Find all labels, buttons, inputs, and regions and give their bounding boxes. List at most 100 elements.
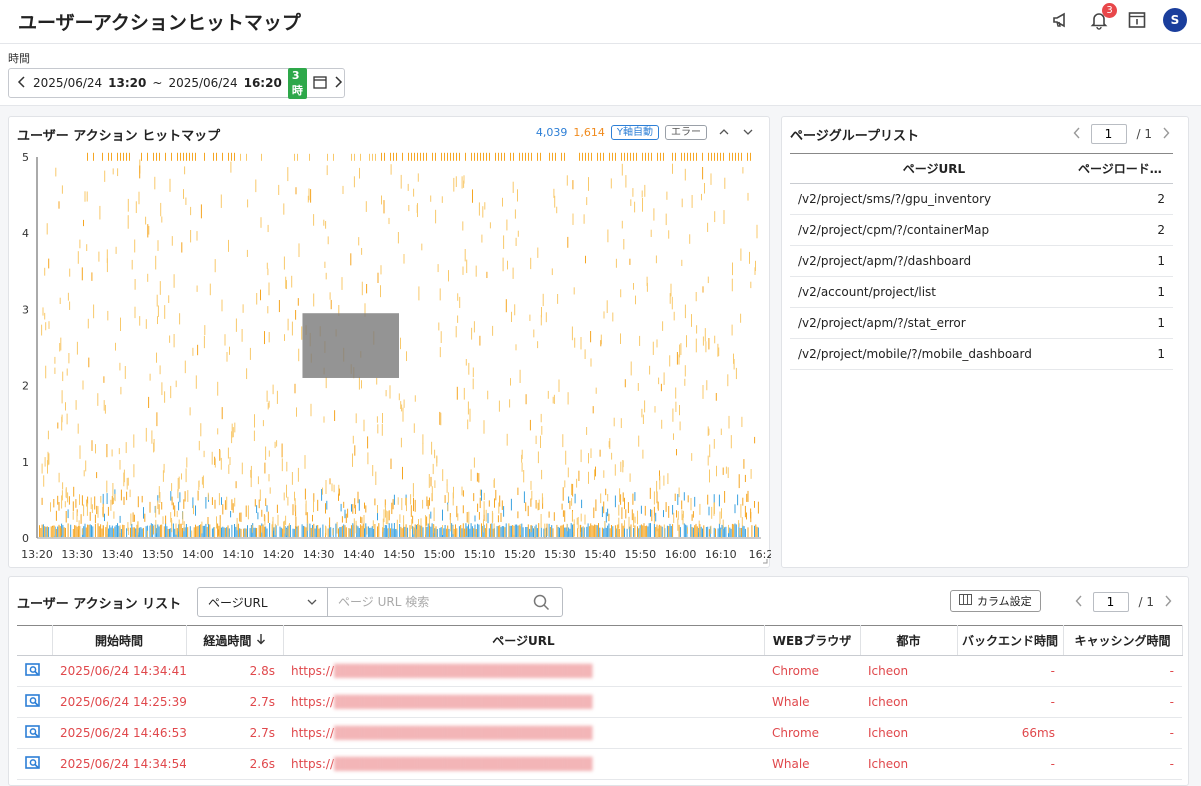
col-city[interactable]: 都市 [860, 625, 958, 656]
col-backend-time[interactable]: バックエンド時間 [957, 625, 1064, 656]
chevron-left-icon[interactable] [17, 75, 27, 91]
page-number-input[interactable] [1090, 124, 1127, 144]
table-row[interactable]: /v2/project/mobile/?/mobile_dashboard 1 [790, 338, 1173, 370]
chevron-left-icon[interactable] [1073, 127, 1081, 142]
heatmap-cell [464, 249, 466, 262]
table-row[interactable]: /v2/project/cpm/?/containerMap 2 [790, 214, 1173, 246]
col-elapsed[interactable]: 経過時間 [186, 625, 284, 656]
detail-icon[interactable] [17, 717, 52, 749]
col-cache-time[interactable]: キャッシング時間 [1063, 625, 1183, 656]
heatmap-cell [157, 316, 158, 325]
heatmap-cell [636, 152, 637, 161]
table-row[interactable]: 2025/06/24 14:25:39 2.7s https://█████████… [17, 686, 1182, 718]
action-list-title: ユーザー アクション リスト [17, 597, 182, 612]
heatmap-cell [41, 524, 43, 538]
heatmap-cell [164, 391, 166, 403]
detail-icon[interactable] [17, 686, 52, 718]
time-range-picker[interactable]: 2025/06/24 13:20 ~ 2025/06/24 16:20 3時 [8, 67, 345, 99]
heatmap-cell [159, 524, 161, 537]
heatmap-cell [405, 497, 407, 506]
heatmap-cell [160, 202, 162, 217]
page-number-input[interactable] [1092, 592, 1129, 612]
chevron-up-icon[interactable] [719, 126, 729, 139]
heatmap-cell [537, 341, 539, 349]
heatmap-cell [499, 495, 501, 507]
heatmap-cell [269, 523, 271, 537]
chevron-down-icon[interactable] [743, 126, 753, 139]
heatmap-cell [163, 526, 165, 538]
heatmap-cell [123, 496, 125, 505]
table-row[interactable]: 2025/06/24 14:34:41 2.8s https://█████████… [17, 655, 1182, 687]
heatmap-cell [178, 519, 180, 532]
error-toggle[interactable]: エラー [665, 125, 707, 140]
heatmap-cell [675, 401, 677, 412]
search-input[interactable] [328, 588, 518, 616]
y-axis-auto-toggle[interactable]: Y軸自動 [610, 125, 659, 140]
avatar[interactable]: S [1163, 8, 1187, 32]
heatmap-cell [86, 502, 88, 516]
heatmap-cell [621, 152, 622, 161]
col-start-time[interactable]: 開始時間 [52, 625, 187, 656]
col-page-url[interactable]: ページURL [790, 153, 1078, 184]
info-panel-icon[interactable] [1125, 8, 1149, 32]
heatmap-cell [263, 526, 265, 537]
heatmap-cell [330, 299, 332, 310]
heatmap-cell [678, 487, 680, 498]
table-row[interactable]: /v2/project/apm/?/dashboard 1 [790, 245, 1173, 277]
page-load-cell: 1 [1078, 276, 1173, 308]
heatmap-cell [241, 329, 243, 342]
heatmap-cell [447, 525, 449, 537]
table-row[interactable]: 2025/06/24 14:34:54 2.6s https://█████████… [17, 748, 1182, 780]
heatmap-cell [644, 526, 646, 537]
heatmap-cell [687, 527, 688, 534]
heatmap-cell [250, 525, 252, 538]
col-page-load[interactable]: ページロード… [1078, 153, 1173, 184]
heatmap-cell [418, 524, 420, 538]
heatmap-cell [537, 451, 539, 464]
heatmap-cell [86, 191, 88, 202]
heatmap-cell [174, 528, 176, 537]
search-icon[interactable] [533, 594, 550, 615]
heatmap-cell [94, 514, 96, 524]
heatmap-cell [714, 211, 716, 223]
col-browser[interactable]: WEBブラウザ [764, 625, 861, 656]
heatmap-cell [650, 523, 651, 537]
chevron-left-icon[interactable] [1075, 595, 1083, 610]
heatmap-cell [98, 251, 100, 262]
heatmap-cell [264, 462, 266, 474]
detail-icon[interactable] [17, 655, 52, 687]
heatmap-cell [42, 307, 44, 316]
heatmap-cell [352, 453, 353, 467]
heatmap-panel: 0 1 2 3 4 5 13:20 13:30 13:40 13:50 14:00 14:10 14:2… [8, 116, 771, 569]
column-settings-button[interactable]: カラム設定 [950, 590, 1041, 612]
table-row[interactable]: /v2/project/sms/?/gpu_inventory 2 [790, 183, 1173, 215]
detail-icon[interactable] [17, 748, 52, 780]
chevron-right-icon[interactable] [333, 75, 343, 91]
heatmap-cell [600, 334, 602, 345]
heatmap-cell [358, 237, 360, 246]
table-row[interactable]: 2025/06/24 14:46:53 2.7s https://█████████… [17, 717, 1182, 749]
heatmap-cell [607, 508, 609, 517]
heatmap-cell [382, 518, 384, 532]
heatmap-cell [497, 525, 499, 537]
city-cell: Icheon [860, 717, 957, 749]
col-page-url[interactable]: ページURL [283, 625, 765, 656]
chevron-right-icon[interactable] [1162, 127, 1170, 142]
heatmap-cell [214, 458, 216, 468]
heatmap-cell [414, 524, 416, 537]
calendar-icon[interactable] [313, 75, 327, 92]
table-row[interactable]: /v2/project/apm/?/stat_error 1 [790, 307, 1173, 339]
heatmap-cell [472, 367, 474, 378]
megaphone-icon[interactable] [1049, 8, 1073, 32]
heatmap-cell [400, 401, 402, 409]
filter-select[interactable]: ページURL [197, 587, 328, 617]
heatmap-cell [397, 232, 399, 244]
bell-icon[interactable]: 3 [1087, 3, 1117, 32]
duration-chip[interactable]: 3時 [287, 67, 307, 99]
table-row[interactable]: /v2/account/project/list 1 [790, 276, 1173, 308]
chevron-right-icon[interactable] [1164, 595, 1172, 610]
heatmap-cell [403, 399, 405, 408]
heatmap-cell [687, 495, 689, 503]
heatmap-cell [184, 166, 186, 175]
